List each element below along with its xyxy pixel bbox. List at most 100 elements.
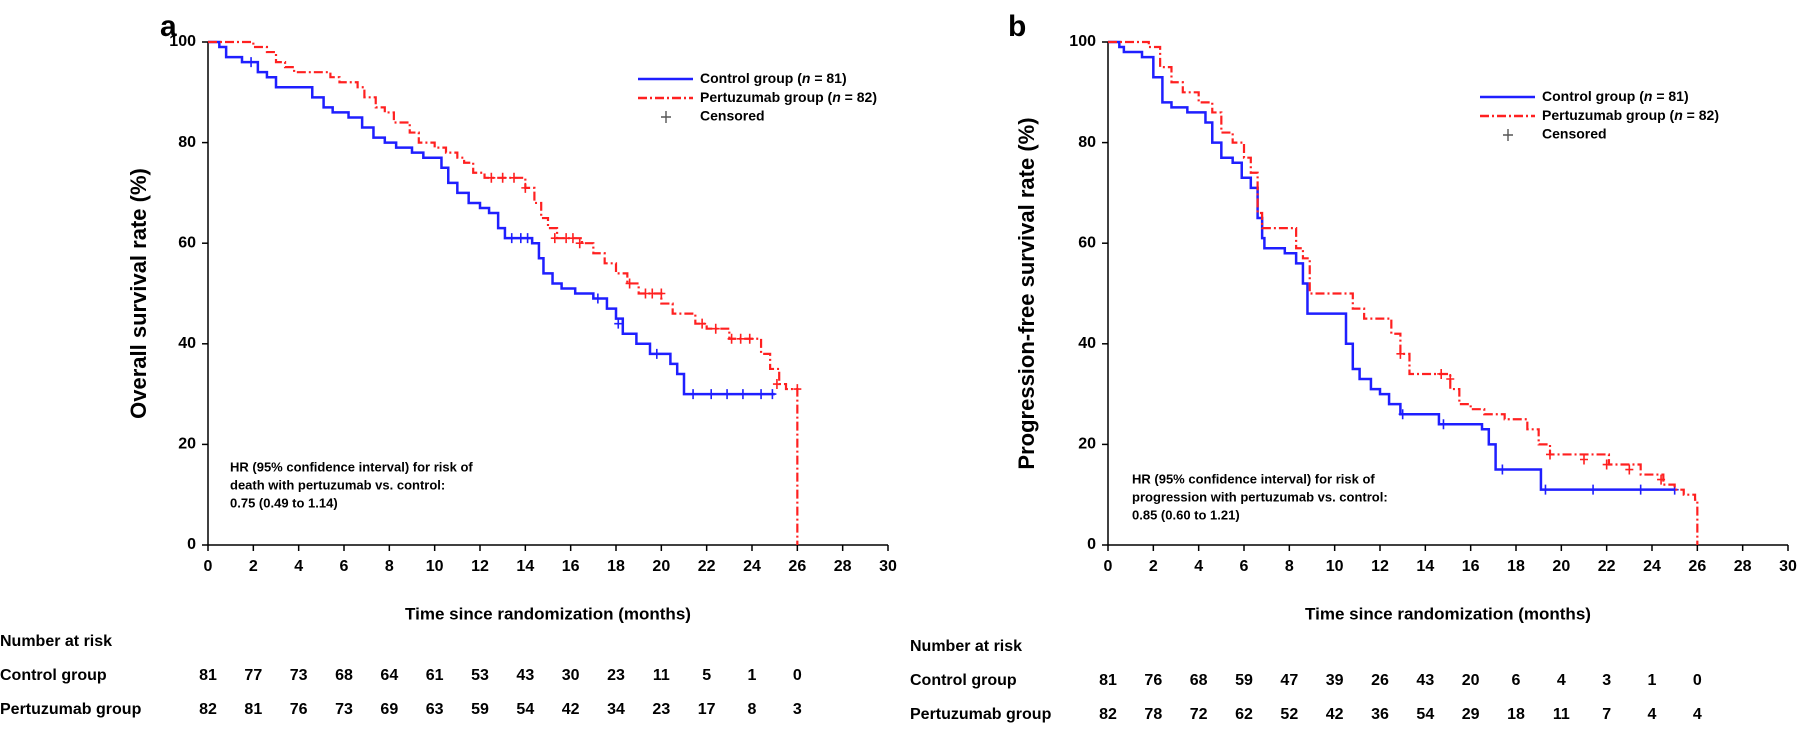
risk-value: 1 <box>748 667 757 684</box>
censored-mark-control <box>1398 409 1407 420</box>
x-tick-label: 8 <box>1285 558 1294 575</box>
risk-value: 20 <box>1462 672 1480 689</box>
risk-value: 17 <box>698 701 716 718</box>
risk-value: 68 <box>335 667 353 684</box>
hr-annotation-line: HR (95% confidence interval) for risk of <box>230 459 473 474</box>
censored-mark-pertuzumab <box>772 379 781 390</box>
legend-n-symbol: n <box>832 89 841 105</box>
censored-mark-pertuzumab <box>550 233 559 244</box>
risk-value: 0 <box>1693 672 1702 689</box>
x-tick-label: 2 <box>249 558 258 575</box>
risk-value: 59 <box>471 701 489 718</box>
risk-value: 72 <box>1190 706 1208 723</box>
legend-n-symbol: n <box>802 70 811 86</box>
x-tick-label: 16 <box>1462 558 1480 575</box>
censored-mark-pertuzumab <box>641 288 650 299</box>
x-tick-label: 8 <box>385 558 394 575</box>
censored-mark-pertuzumab <box>1437 368 1446 379</box>
risk-value: 73 <box>290 667 308 684</box>
censored-mark-control <box>614 318 623 329</box>
censored-mark-pertuzumab <box>625 278 634 289</box>
legend-entry-1: Pertuzumab group (n = 82) <box>700 89 877 105</box>
legend-prefix: Pertuzumab group ( <box>700 89 833 105</box>
y-axis-label: Progression-free survival rate (%) <box>1014 117 1039 469</box>
censored-mark-pertuzumab <box>521 182 530 193</box>
risk-value: 77 <box>244 667 262 684</box>
censored-mark-pertuzumab <box>510 172 518 183</box>
x-tick-label: 30 <box>879 558 897 575</box>
risk-value: 61 <box>426 667 444 684</box>
x-tick-label: 28 <box>1734 558 1752 575</box>
risk-value: 4 <box>1557 672 1566 689</box>
legend: Control group (n = 81) Pertuzumab group (… <box>1480 88 1719 142</box>
risk-row-label: Control group <box>910 672 1017 689</box>
x-tick-label: 24 <box>1643 558 1661 575</box>
x-tick-label: 14 <box>1416 558 1434 575</box>
risk-value: 52 <box>1280 706 1298 723</box>
censored-mark-control <box>523 233 532 244</box>
risk-value: 3 <box>793 701 802 718</box>
x-tick-label: 30 <box>1779 558 1797 575</box>
x-tick-label: 22 <box>698 558 716 575</box>
x-tick-label: 16 <box>562 558 580 575</box>
censored-mark-pertuzumab <box>736 333 745 344</box>
censored-mark-pertuzumab <box>1602 459 1611 470</box>
series-line-pertuzumab <box>1108 40 1699 545</box>
y-tick-label: 40 <box>1078 335 1096 352</box>
risk-value: 73 <box>335 701 353 718</box>
y-tick-label: 80 <box>178 134 196 151</box>
risk-value: 64 <box>380 667 398 684</box>
hr-annotation-line: HR (95% confidence interval) for risk of <box>1132 471 1375 486</box>
censored-mark-control <box>652 348 661 359</box>
legend-entry-0: Control group (n = 81) <box>1542 88 1689 104</box>
censored-mark-pertuzumab <box>498 172 507 183</box>
censored-mark-pertuzumab <box>745 333 754 344</box>
censored-mark-control <box>507 233 516 244</box>
legend-n-symbol: n <box>1674 107 1683 123</box>
censored-mark-pertuzumab <box>568 233 577 244</box>
censored-mark-pertuzumab <box>727 333 736 344</box>
risk-value: 4 <box>1693 706 1702 723</box>
risk-value: 34 <box>607 701 625 718</box>
censored-mark-control <box>593 293 602 304</box>
censored-mark-pertuzumab <box>657 288 666 299</box>
y-tick-label: 100 <box>1069 33 1096 50</box>
risk-value: 1 <box>1648 672 1657 689</box>
risk-value: 43 <box>516 667 534 684</box>
x-tick-label: 4 <box>1194 558 1203 575</box>
risk-value: 81 <box>244 701 262 718</box>
y-tick-label: 60 <box>178 234 196 251</box>
legend-prefix: Control group ( <box>700 70 802 86</box>
risk-value: 78 <box>1144 706 1162 723</box>
x-tick-label: 4 <box>294 558 303 575</box>
panel-letter: a <box>160 10 177 43</box>
risk-value: 11 <box>653 667 670 684</box>
legend-suffix: = 81) <box>810 70 846 86</box>
legend-prefix: Pertuzumab group ( <box>1542 107 1675 123</box>
x-tick-label: 20 <box>652 558 670 575</box>
risk-value: 36 <box>1371 706 1389 723</box>
risk-value: 18 <box>1507 706 1525 723</box>
risk-value: 29 <box>1462 706 1480 723</box>
x-axis-label: Time since randomization (months) <box>405 604 691 623</box>
risk-value: 7 <box>1602 706 1611 723</box>
risk-value: 62 <box>1235 706 1253 723</box>
censored-mark-control <box>738 389 747 400</box>
x-tick-label: 12 <box>471 558 489 575</box>
x-tick-label: 2 <box>1149 558 1158 575</box>
censored-mark-control <box>723 389 732 400</box>
hr-annotation-line: progression with pertuzumab vs. control: <box>1132 489 1388 504</box>
censored-mark-pertuzumab <box>575 238 584 249</box>
risk-value: 81 <box>199 667 217 684</box>
risk-value: 23 <box>607 667 625 684</box>
x-tick-label: 12 <box>1371 558 1389 575</box>
panel-letter: b <box>1008 10 1026 43</box>
risk-value: 6 <box>1512 672 1521 689</box>
x-tick-label: 28 <box>834 558 852 575</box>
legend-suffix: = 82) <box>1683 107 1719 123</box>
legend-suffix: = 81) <box>1652 88 1688 104</box>
